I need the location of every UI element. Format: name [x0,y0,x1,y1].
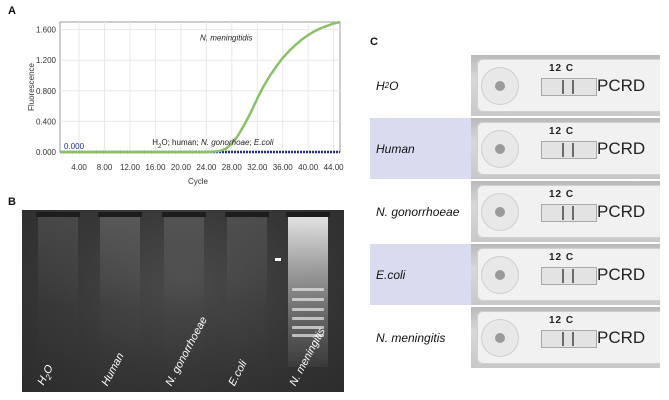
result-window [541,140,597,159]
gel-band [292,288,324,291]
table-row: N. meningitis 12 C PCRD [370,307,660,368]
x-tick-label: 16.00 [145,163,166,172]
fluorescence-chart: 4.00 8.00 12.00 16.00 20.00 24.00 28.00 32.00 36… [27,20,345,186]
gel-smear-bright [288,217,328,367]
x-tick-label: 28.00 [222,163,243,172]
result-window [541,77,597,96]
sample-well [481,66,519,105]
gel-band [292,308,324,311]
sample-well [481,255,519,294]
gel-smear [100,217,140,367]
sample-well [481,318,519,357]
cassette-code: 12 C [549,126,575,137]
x-tick-label: 20.00 [171,163,192,172]
gel-smear [164,217,204,367]
annotation-n-meningitidis: N. meningitidis [200,33,252,42]
result-window [541,266,597,285]
y-axis-label: Fluorescence [27,62,36,111]
gel-well [162,212,206,217]
gel-well [36,212,80,217]
lateral-flow-photo: 12 C PCRD [471,244,660,305]
gel-well [286,212,330,217]
panel-letter-c: C [370,36,378,48]
row-label: E.coli [370,244,471,305]
panel-letter-a: A [8,5,16,17]
x-tick-label: 4.00 [71,163,87,172]
sample-well [481,192,519,231]
y-tick-label: 0.400 [36,117,57,126]
x-tick-label: 32.00 [247,163,268,172]
cassette-brand: PCRD [597,75,646,95]
x-tick-label: 8.00 [97,163,113,172]
y-tick-label: 0.000 [36,148,57,157]
cassette-code: 12 C [549,252,575,263]
y-tick-label: 0.800 [36,87,57,96]
gel-smear [227,217,267,367]
lateral-flow-photo: 12 C PCRD [471,118,660,179]
y-tick-label: 1.200 [36,56,57,65]
gel-band [292,334,324,337]
sample-well [481,129,519,168]
gel-marker-dot [275,258,281,261]
x-tick-label: 36.00 [273,163,294,172]
panel-letter-b: B [8,196,16,208]
x-axis-label: Cycle [188,177,209,186]
gel-band [292,317,324,320]
x-tick-label: 40.00 [298,163,319,172]
gel-band [292,326,324,329]
row-label: N. meningitis [370,307,471,368]
row-label: Human [370,118,471,179]
x-tick-label: 44.00 [324,163,345,172]
series-line-n-meningitidis [60,20,341,154]
cassette-brand: PCRD [597,201,646,221]
gel-well [98,212,142,217]
result-window [541,329,597,348]
cassette-brand: PCRD [597,264,646,284]
cassette-brand: PCRD [597,327,646,347]
cassette-code: 12 C [549,189,575,200]
cassette-brand: PCRD [597,138,646,158]
cassette-code: 12 C [549,63,575,74]
table-row: N. gonorrhoeae 12 C PCRD [370,181,660,242]
table-row: E.coli 12 C PCRD [370,244,660,305]
x-tick-label: 24.00 [196,163,217,172]
lateral-flow-photo: 12 C PCRD [471,181,660,242]
row-label: N. gonorrhoeae [370,181,471,242]
lateral-flow-photo: 12 C PCRD [471,307,660,368]
cassette-code: 12 C [549,315,575,326]
threshold-label: 0.000 [64,142,85,151]
lateral-flow-photo: 12 C PCRD [471,55,660,116]
gel-well [225,212,269,217]
agarose-gel-image: H2O Human N. gonorrhoeae E.coli N. menin… [22,210,344,392]
annotation-negative-controls: H2O; human; N. gonorhoae; E.coli [152,138,273,150]
y-tick-label: 1.600 [36,26,57,35]
table-row: Human 12 C PCRD [370,118,660,179]
gel-band [292,298,324,301]
x-tick-label: 12.00 [120,163,141,172]
result-window [541,203,597,222]
gel-smear [38,217,78,367]
